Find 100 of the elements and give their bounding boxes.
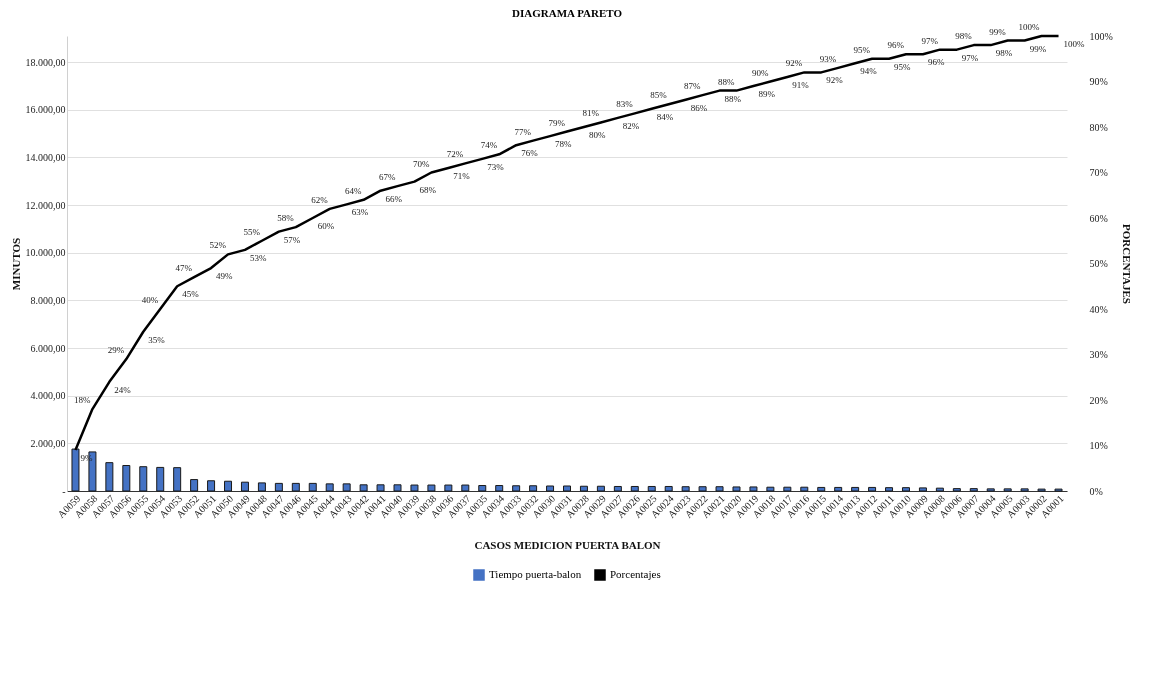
bar	[715, 486, 724, 492]
data-label: 68%	[419, 184, 437, 195]
data-label: 47%	[175, 263, 193, 274]
bar	[71, 448, 80, 492]
y-tick-label: 16.000,00	[25, 104, 66, 116]
y2-tick-label: 20%	[1089, 394, 1108, 406]
bar	[105, 462, 114, 492]
bar	[579, 485, 588, 492]
data-label: 89%	[758, 89, 776, 100]
y2-tick-label: 80%	[1089, 121, 1108, 133]
legend-label: Porcentajes	[610, 568, 661, 580]
bar	[376, 484, 385, 492]
data-label: 40%	[141, 295, 159, 305]
y-tick-label: 12.000,00	[25, 199, 66, 211]
data-label: 98%	[955, 31, 973, 42]
data-label: 63%	[351, 207, 369, 218]
data-label: 35%	[148, 334, 166, 345]
bar	[410, 484, 419, 492]
bar	[1003, 488, 1012, 492]
bar	[1020, 488, 1029, 492]
bar	[291, 482, 300, 492]
data-label: 85%	[650, 90, 668, 101]
data-label: 98%	[995, 48, 1013, 59]
bar	[257, 482, 266, 492]
bar	[173, 467, 182, 492]
data-label: 49%	[216, 271, 234, 282]
data-label: 79%	[548, 117, 566, 128]
y2-tick-label: 30%	[1089, 349, 1108, 360]
bar	[918, 487, 927, 492]
data-label: 57%	[283, 234, 301, 245]
data-label: 96%	[927, 57, 945, 68]
y-tick-label: 14.000,00	[25, 151, 66, 163]
bar	[969, 488, 978, 492]
y-tick-label: 8.000,00	[30, 294, 66, 306]
bar	[240, 481, 249, 492]
bar	[512, 485, 521, 492]
data-label: 77%	[514, 126, 532, 137]
bar	[207, 480, 216, 492]
x-axis-title: CASOS MEDICION PUERTA BALON	[474, 538, 661, 551]
data-label: 87%	[684, 81, 702, 92]
bar	[325, 483, 334, 492]
data-label: 24%	[114, 384, 132, 395]
data-label: 86%	[690, 102, 708, 113]
bar	[546, 485, 555, 492]
y-tick-label: -	[62, 485, 66, 497]
bar	[139, 466, 148, 492]
data-label: 78%	[555, 139, 573, 150]
bar	[444, 484, 453, 492]
data-label: 90%	[751, 67, 769, 78]
bar	[681, 486, 690, 492]
data-label: 92%	[785, 58, 803, 69]
data-label: 96%	[887, 40, 905, 51]
data-label: 93%	[819, 53, 837, 64]
bar	[630, 485, 639, 492]
line-series	[74, 34, 1060, 452]
data-label: 91%	[792, 79, 810, 90]
data-label: 60%	[317, 221, 335, 231]
y2-tick-label: 100%	[1089, 30, 1113, 42]
y2-tick-label: 40%	[1089, 303, 1108, 315]
bar	[901, 487, 910, 492]
data-label: 71%	[453, 170, 471, 181]
bar	[783, 486, 792, 492]
y2-tick-label: 60%	[1089, 212, 1108, 224]
bar	[647, 485, 656, 492]
data-label: 97%	[921, 35, 939, 46]
data-label: 92%	[826, 75, 844, 86]
data-label: 74%	[480, 140, 498, 151]
bar	[190, 479, 199, 492]
data-label: 70%	[412, 158, 430, 169]
bar	[461, 484, 470, 492]
bar	[122, 465, 131, 492]
data-label: 95%	[853, 44, 871, 55]
y-tick-label: 2.000,00	[30, 437, 66, 449]
bar	[495, 485, 504, 492]
bar	[224, 480, 233, 492]
data-label: 95%	[894, 61, 912, 72]
bar	[427, 484, 436, 492]
data-label: 58%	[277, 213, 295, 224]
y2-tick-label: 0%	[1089, 485, 1103, 497]
data-label: 76%	[521, 148, 539, 159]
bar	[817, 486, 826, 492]
bar	[529, 485, 538, 492]
bar	[596, 485, 605, 492]
y-tick-label: 6.000,00	[30, 342, 66, 354]
bar	[478, 485, 487, 492]
bar	[935, 487, 944, 492]
bar	[308, 482, 317, 492]
y2-tick-label: 70%	[1089, 167, 1108, 178]
data-label: 80%	[588, 130, 606, 140]
data-label: 94%	[860, 66, 878, 77]
bar	[698, 486, 707, 492]
y-tick-label: 18.000,00	[25, 56, 66, 68]
data-label: 73%	[487, 161, 505, 172]
data-label: 88%	[717, 76, 735, 87]
bar	[563, 485, 571, 492]
bar	[613, 485, 622, 492]
data-label: 97%	[961, 52, 979, 63]
data-label: 52%	[209, 240, 227, 251]
data-label: 83%	[616, 99, 634, 110]
y-tick-label: 4.000,00	[30, 390, 66, 402]
